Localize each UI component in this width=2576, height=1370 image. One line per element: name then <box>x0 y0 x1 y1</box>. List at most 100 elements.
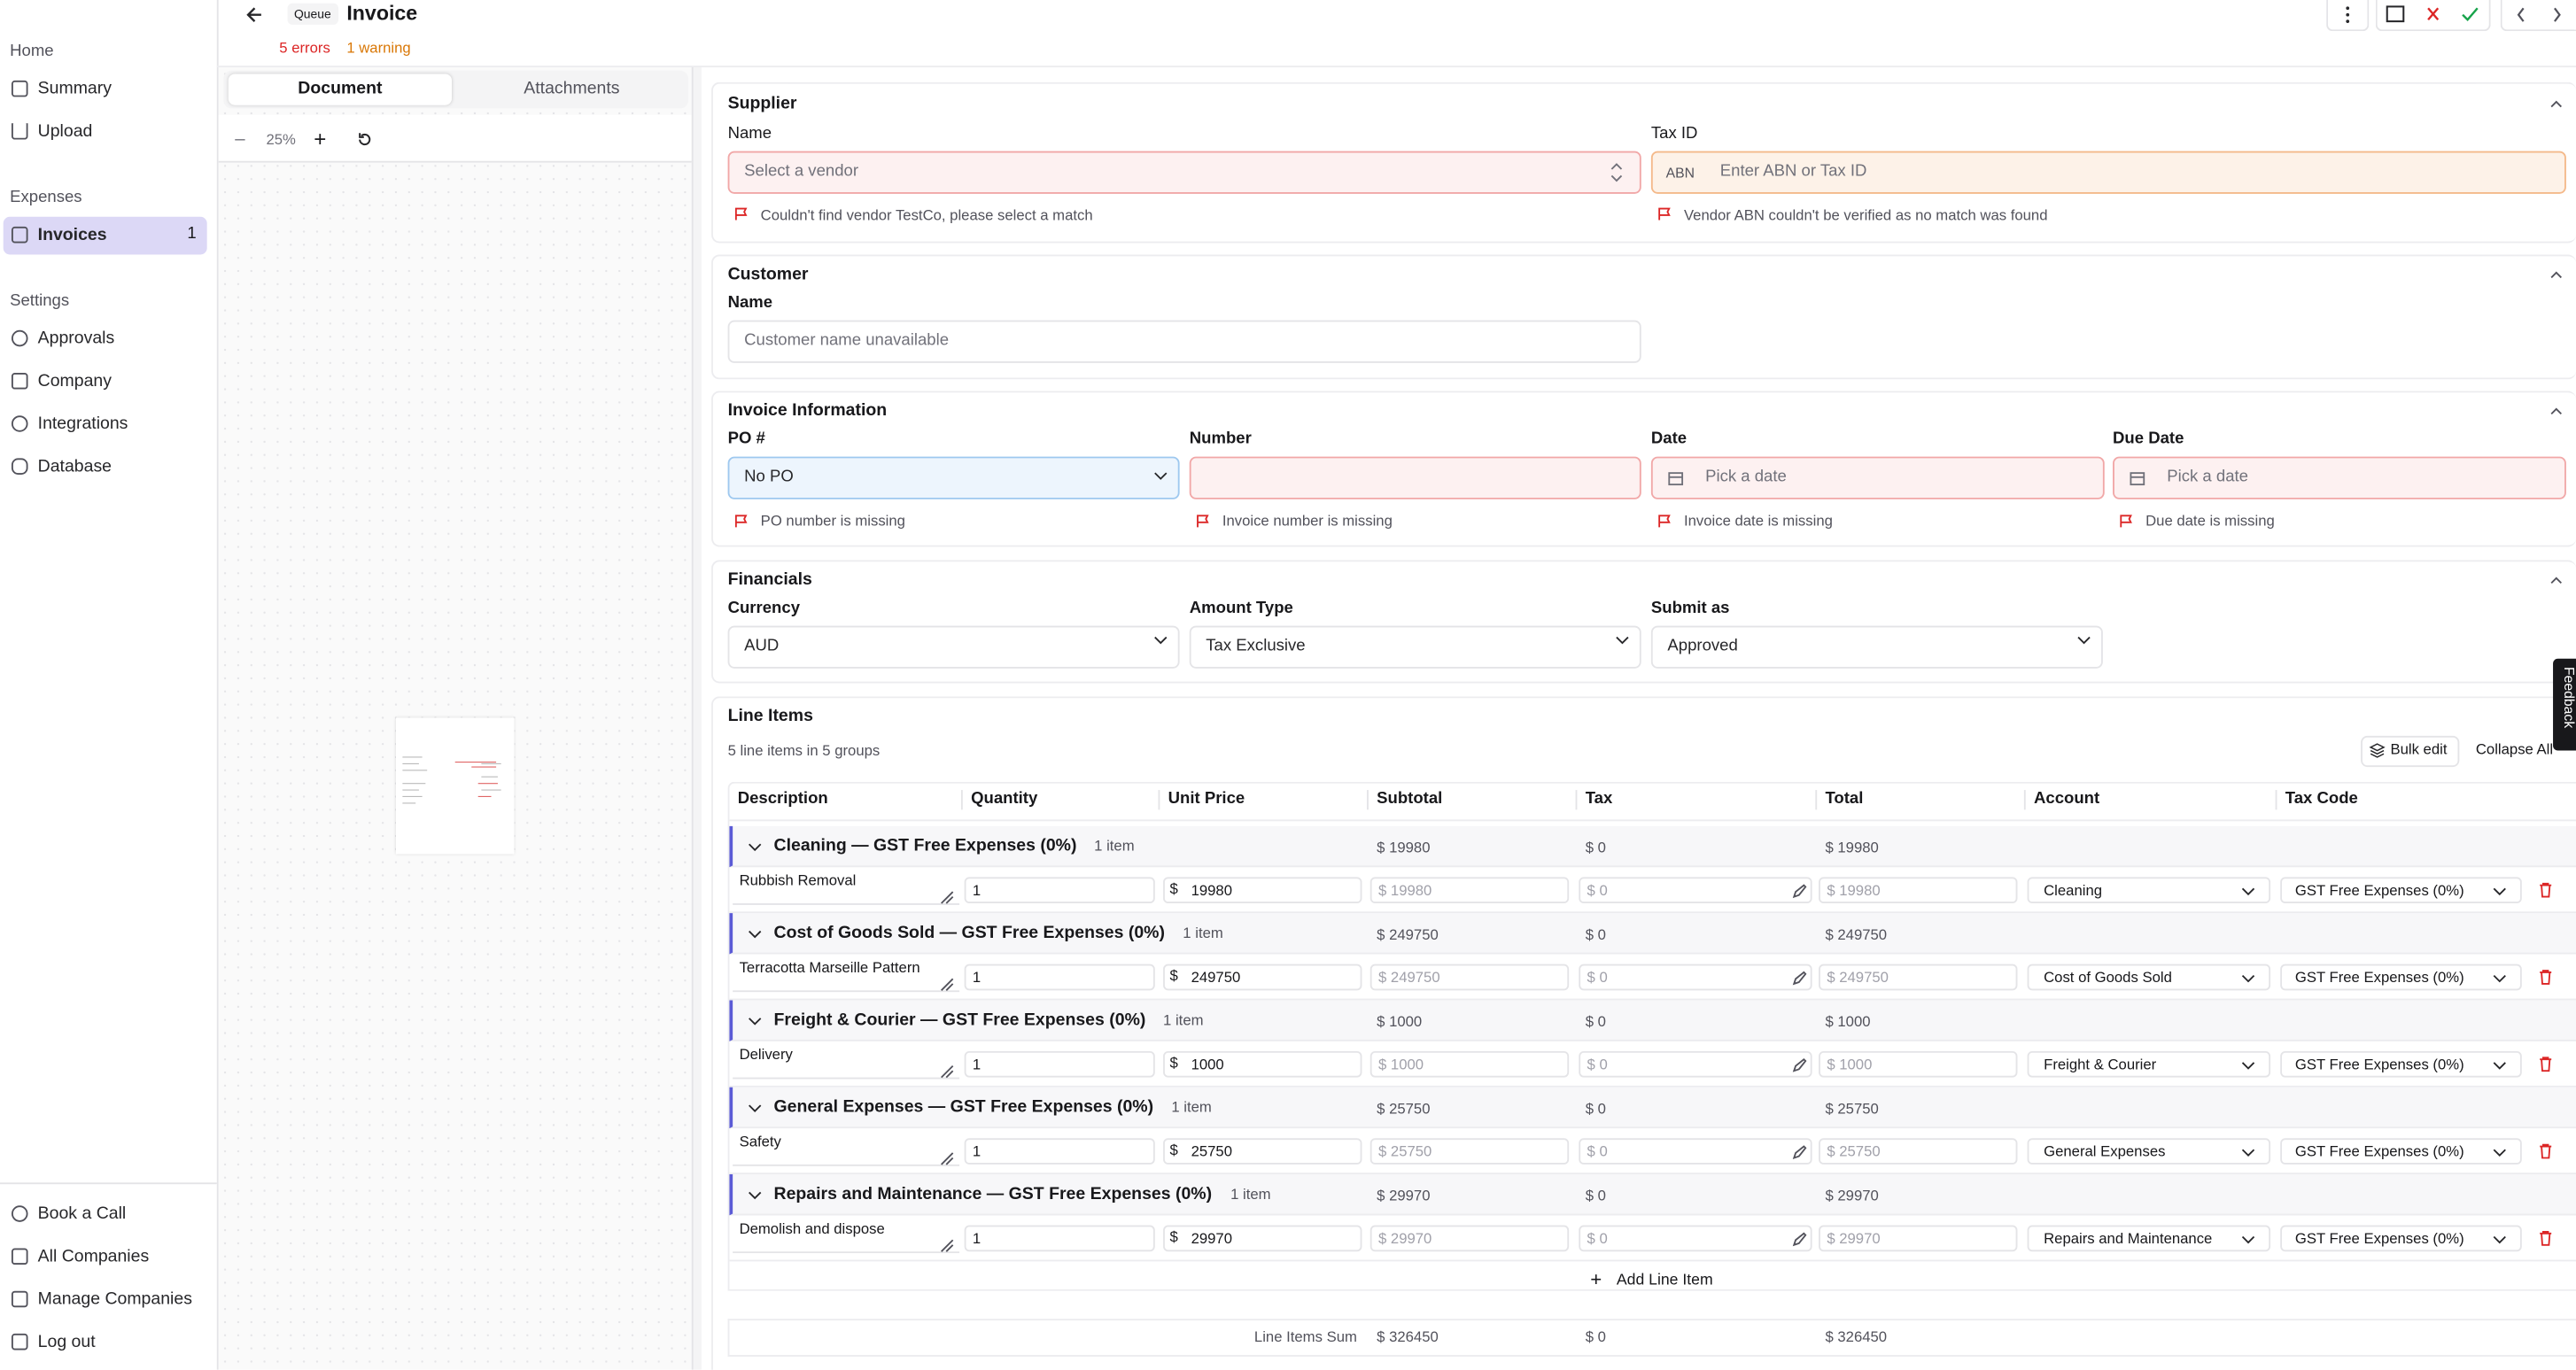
account[interactable]: Cleaning <box>2027 877 2271 904</box>
document-thumbnail[interactable] <box>395 717 515 855</box>
nav-item[interactable]: Company <box>37 371 113 391</box>
quantity[interactable]: 1 <box>964 1225 1155 1252</box>
tax[interactable]: $ 0 <box>1579 1225 1812 1252</box>
menu-button[interactable] <box>2326 0 2370 32</box>
expand[interactable] <box>748 1017 763 1026</box>
delete[interactable] <box>2538 969 2553 986</box>
chevron <box>2241 1061 2256 1071</box>
account[interactable]: Cost of Goods Sold <box>2027 964 2271 991</box>
add-line-item[interactable]: Add Line Item <box>1616 1271 1713 1289</box>
delete[interactable] <box>2538 1143 2553 1160</box>
group-title[interactable]: General Expenses — GST Free Expenses (0%… <box>773 1096 1154 1118</box>
tax-code[interactable]: GST Free Expenses (0%) <box>2280 877 2522 904</box>
expand[interactable] <box>748 1103 763 1113</box>
description[interactable]: Terracotta Marseille Pattern <box>733 959 960 993</box>
layers-icon <box>2369 743 2386 758</box>
reset-zoom[interactable] <box>356 131 373 148</box>
description[interactable]: Delivery <box>733 1046 960 1080</box>
po-select[interactable]: No PO <box>727 456 1180 499</box>
tax-code[interactable]: GST Free Expenses (0%) <box>2280 1225 2522 1252</box>
unit-price[interactable]: 29970 <box>1163 1225 1362 1252</box>
number-input[interactable] <box>1189 456 1641 499</box>
date-input[interactable]: Pick a date <box>1650 456 2105 499</box>
splitter[interactable] <box>691 67 702 1370</box>
expand[interactable] <box>748 930 763 940</box>
sum-label: Line Items Sum <box>1253 1328 1357 1345</box>
tax-code[interactable]: GST Free Expenses (0%) <box>2280 1050 2522 1078</box>
field-label: Currency <box>727 599 801 618</box>
select[interactable]: AUD <box>727 625 1180 669</box>
nav-item[interactable]: Upload <box>37 121 93 142</box>
quantity[interactable]: 1 <box>964 964 1155 991</box>
nav-item[interactable]: Database <box>37 456 113 476</box>
nav-item[interactable]: Summary <box>37 79 112 99</box>
tab[interactable]: Attachments <box>524 79 620 99</box>
chevron <box>2492 974 2507 984</box>
group-title[interactable]: Repairs and Maintenance — GST Free Expen… <box>773 1184 1213 1204</box>
flag-icon <box>2120 515 2132 528</box>
collapse-all[interactable]: Collapse All <box>2475 740 2554 757</box>
collapse[interactable] <box>2548 97 2564 110</box>
quantity[interactable]: 1 <box>964 1138 1155 1165</box>
expand[interactable] <box>748 842 763 852</box>
nav-item[interactable]: Invoices <box>37 225 107 245</box>
collapse[interactable] <box>2548 404 2564 417</box>
tax-code[interactable]: GST Free Expenses (0%) <box>2280 964 2522 991</box>
expand[interactable] <box>748 1191 763 1201</box>
collapse[interactable] <box>2548 267 2564 281</box>
nav-item[interactable]: Approvals <box>37 328 115 349</box>
tab[interactable]: Document <box>228 74 453 105</box>
quantity[interactable]: 1 <box>964 1050 1155 1078</box>
flag-icon <box>1658 515 1671 528</box>
delete[interactable] <box>2538 1230 2553 1247</box>
zoom-out[interactable]: – <box>235 129 245 150</box>
currency: $ <box>1169 1228 1178 1245</box>
zoom-in[interactable]: + <box>314 126 327 151</box>
nav-active[interactable] <box>3 216 207 255</box>
nav-item[interactable]: Book a Call <box>37 1204 127 1224</box>
nav-item[interactable]: All Companies <box>37 1246 150 1266</box>
description[interactable]: Safety <box>733 1134 960 1166</box>
description[interactable]: Demolish and dispose <box>733 1220 960 1254</box>
unit-price[interactable]: 19980 <box>1163 877 1362 904</box>
tax[interactable]: $ 0 <box>1579 1050 1812 1078</box>
tax-id-input[interactable] <box>1650 151 2566 194</box>
unit-price[interactable]: 249750 <box>1163 964 1362 991</box>
group-title[interactable]: Cleaning — GST Free Expenses (0%) <box>773 835 1077 856</box>
unit-price[interactable]: 1000 <box>1163 1050 1362 1078</box>
item-row <box>729 956 2576 1001</box>
tax[interactable]: $ 0 <box>1579 964 1812 991</box>
nav-item[interactable]: Log out <box>37 1332 96 1352</box>
tax[interactable]: $ 0 <box>1579 1138 1812 1165</box>
tax-code[interactable]: GST Free Expenses (0%) <box>2280 1138 2522 1165</box>
account[interactable]: Repairs and Maintenance <box>2027 1225 2271 1252</box>
item-row <box>729 1217 2576 1262</box>
due-date-input[interactable]: Pick a date <box>2113 456 2566 499</box>
select[interactable]: Tax Exclusive <box>1189 625 1641 669</box>
nav-item[interactable]: Manage Companies <box>37 1289 192 1310</box>
customer-input[interactable]: Customer name unavailable <box>727 320 1641 363</box>
flag-icon <box>734 207 748 221</box>
select[interactable]: Approved <box>1650 625 2103 669</box>
bulk-edit-button[interactable] <box>2361 735 2460 768</box>
account[interactable]: General Expenses <box>2027 1138 2271 1165</box>
group-title[interactable]: Cost of Goods Sold — GST Free Expenses (… <box>773 923 1165 943</box>
group-tax: $ 0 <box>1585 839 1606 856</box>
collapse[interactable] <box>2548 573 2564 586</box>
nav-item[interactable]: Integrations <box>37 414 128 434</box>
vendor-select[interactable]: Select a vendor <box>727 151 1641 194</box>
back-button[interactable] <box>244 5 264 25</box>
feedback-tab[interactable] <box>2553 658 2576 751</box>
tax[interactable]: $ 0 <box>1579 877 1812 904</box>
group-title[interactable]: Freight & Courier — GST Free Expenses (0… <box>773 1010 1146 1030</box>
delete[interactable] <box>2538 1057 2553 1073</box>
feedback-label[interactable]: Feedback <box>2561 666 2576 729</box>
quantity[interactable]: 1 <box>964 877 1155 904</box>
account[interactable]: Freight & Courier <box>2027 1050 2271 1078</box>
chevron <box>2241 974 2256 984</box>
delete[interactable] <box>2538 882 2553 899</box>
pager[interactable] <box>2500 0 2576 32</box>
description[interactable]: Rubbish Removal <box>733 872 960 905</box>
chevron <box>2492 1235 2507 1245</box>
unit-price[interactable]: 25750 <box>1163 1138 1362 1165</box>
